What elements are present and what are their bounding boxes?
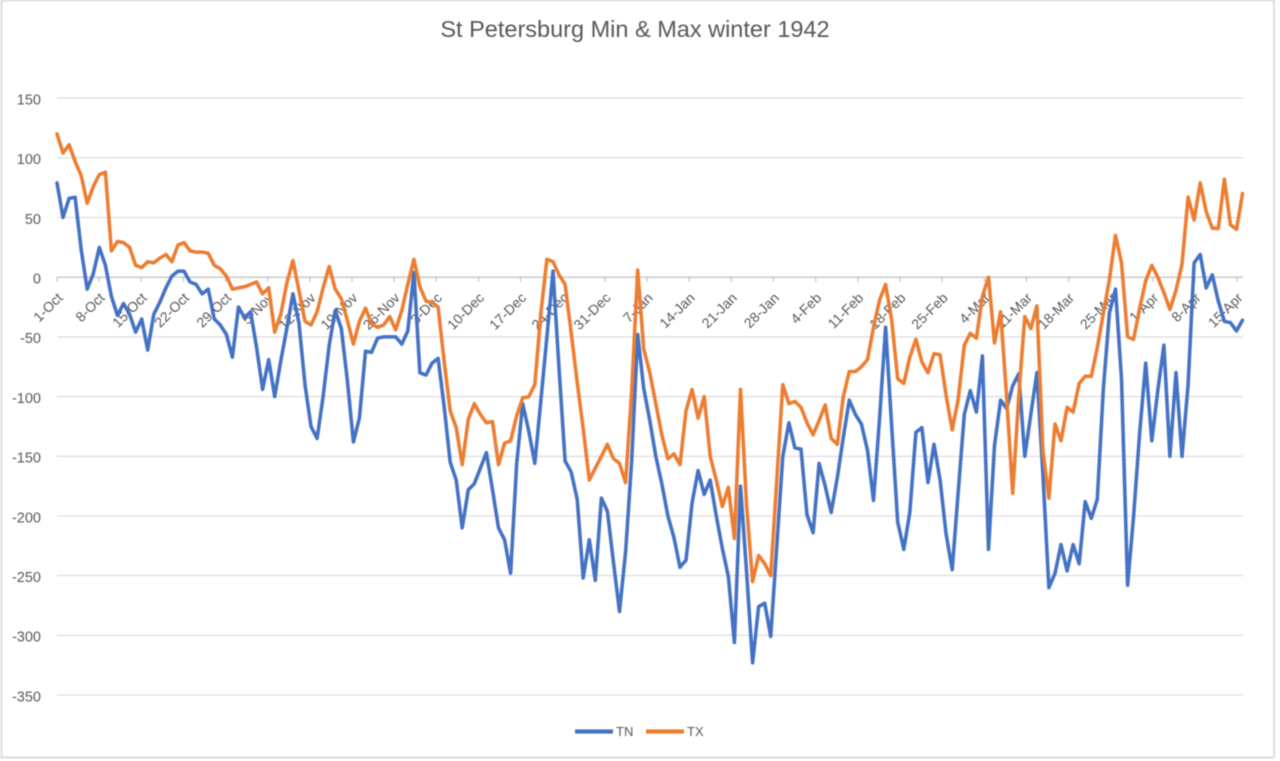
- svg-text:0: 0: [33, 272, 41, 288]
- svg-text:-150: -150: [12, 451, 41, 467]
- svg-text:-50: -50: [20, 331, 41, 347]
- svg-text:-200: -200: [12, 510, 41, 526]
- svg-text:-100: -100: [12, 391, 41, 407]
- svg-text:-250: -250: [12, 570, 41, 586]
- svg-text:150: 150: [17, 92, 41, 108]
- svg-text:100: 100: [17, 152, 41, 168]
- svg-text:-350: -350: [12, 689, 41, 705]
- svg-text:-300: -300: [12, 630, 41, 646]
- svg-text:TX: TX: [687, 724, 704, 739]
- svg-text:50: 50: [25, 212, 41, 228]
- svg-text:St Petersburg Min & Max winter: St Petersburg Min & Max winter 1942: [440, 16, 829, 42]
- svg-text:TN: TN: [616, 724, 633, 739]
